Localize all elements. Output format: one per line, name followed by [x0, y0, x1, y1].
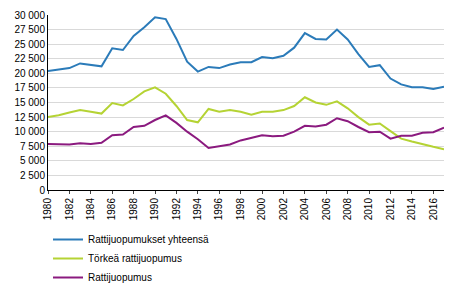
svg-text:10 000: 10 000	[14, 126, 45, 137]
svg-text:2004: 2004	[299, 198, 310, 221]
svg-text:2010: 2010	[363, 198, 374, 221]
svg-text:12 500: 12 500	[14, 112, 45, 123]
svg-text:1996: 1996	[213, 198, 224, 221]
svg-text:2002: 2002	[278, 198, 289, 221]
svg-text:1982: 1982	[64, 198, 75, 221]
svg-text:1986: 1986	[106, 198, 117, 221]
svg-text:22 500: 22 500	[14, 53, 45, 64]
svg-text:20 000: 20 000	[14, 68, 45, 79]
svg-text:1990: 1990	[149, 198, 160, 221]
svg-text:15 000: 15 000	[14, 97, 45, 108]
svg-text:1988: 1988	[128, 198, 139, 221]
svg-text:5 000: 5 000	[20, 155, 45, 166]
svg-text:1998: 1998	[235, 198, 246, 221]
svg-text:30 000: 30 000	[14, 10, 45, 21]
svg-text:7 500: 7 500	[20, 141, 45, 152]
svg-text:Rattijuopumukset yhteensä: Rattijuopumukset yhteensä	[88, 234, 209, 245]
svg-text:2006: 2006	[321, 198, 332, 221]
svg-text:Törkeä rattijuopumus: Törkeä rattijuopumus	[88, 253, 182, 264]
svg-text:25 000: 25 000	[14, 39, 45, 50]
svg-text:2 500: 2 500	[20, 170, 45, 181]
svg-text:2016: 2016	[428, 198, 439, 221]
svg-text:2014: 2014	[406, 198, 417, 221]
svg-text:2008: 2008	[342, 198, 353, 221]
svg-text:0: 0	[39, 185, 45, 196]
svg-text:27 500: 27 500	[14, 24, 45, 35]
svg-text:1980: 1980	[42, 198, 53, 221]
svg-text:2012: 2012	[385, 198, 396, 221]
svg-text:2000: 2000	[256, 198, 267, 221]
svg-text:1984: 1984	[85, 198, 96, 221]
svg-text:1992: 1992	[171, 198, 182, 221]
svg-text:17 500: 17 500	[14, 82, 45, 93]
svg-text:Rattijuopumus: Rattijuopumus	[88, 272, 152, 283]
svg-text:1994: 1994	[192, 198, 203, 221]
